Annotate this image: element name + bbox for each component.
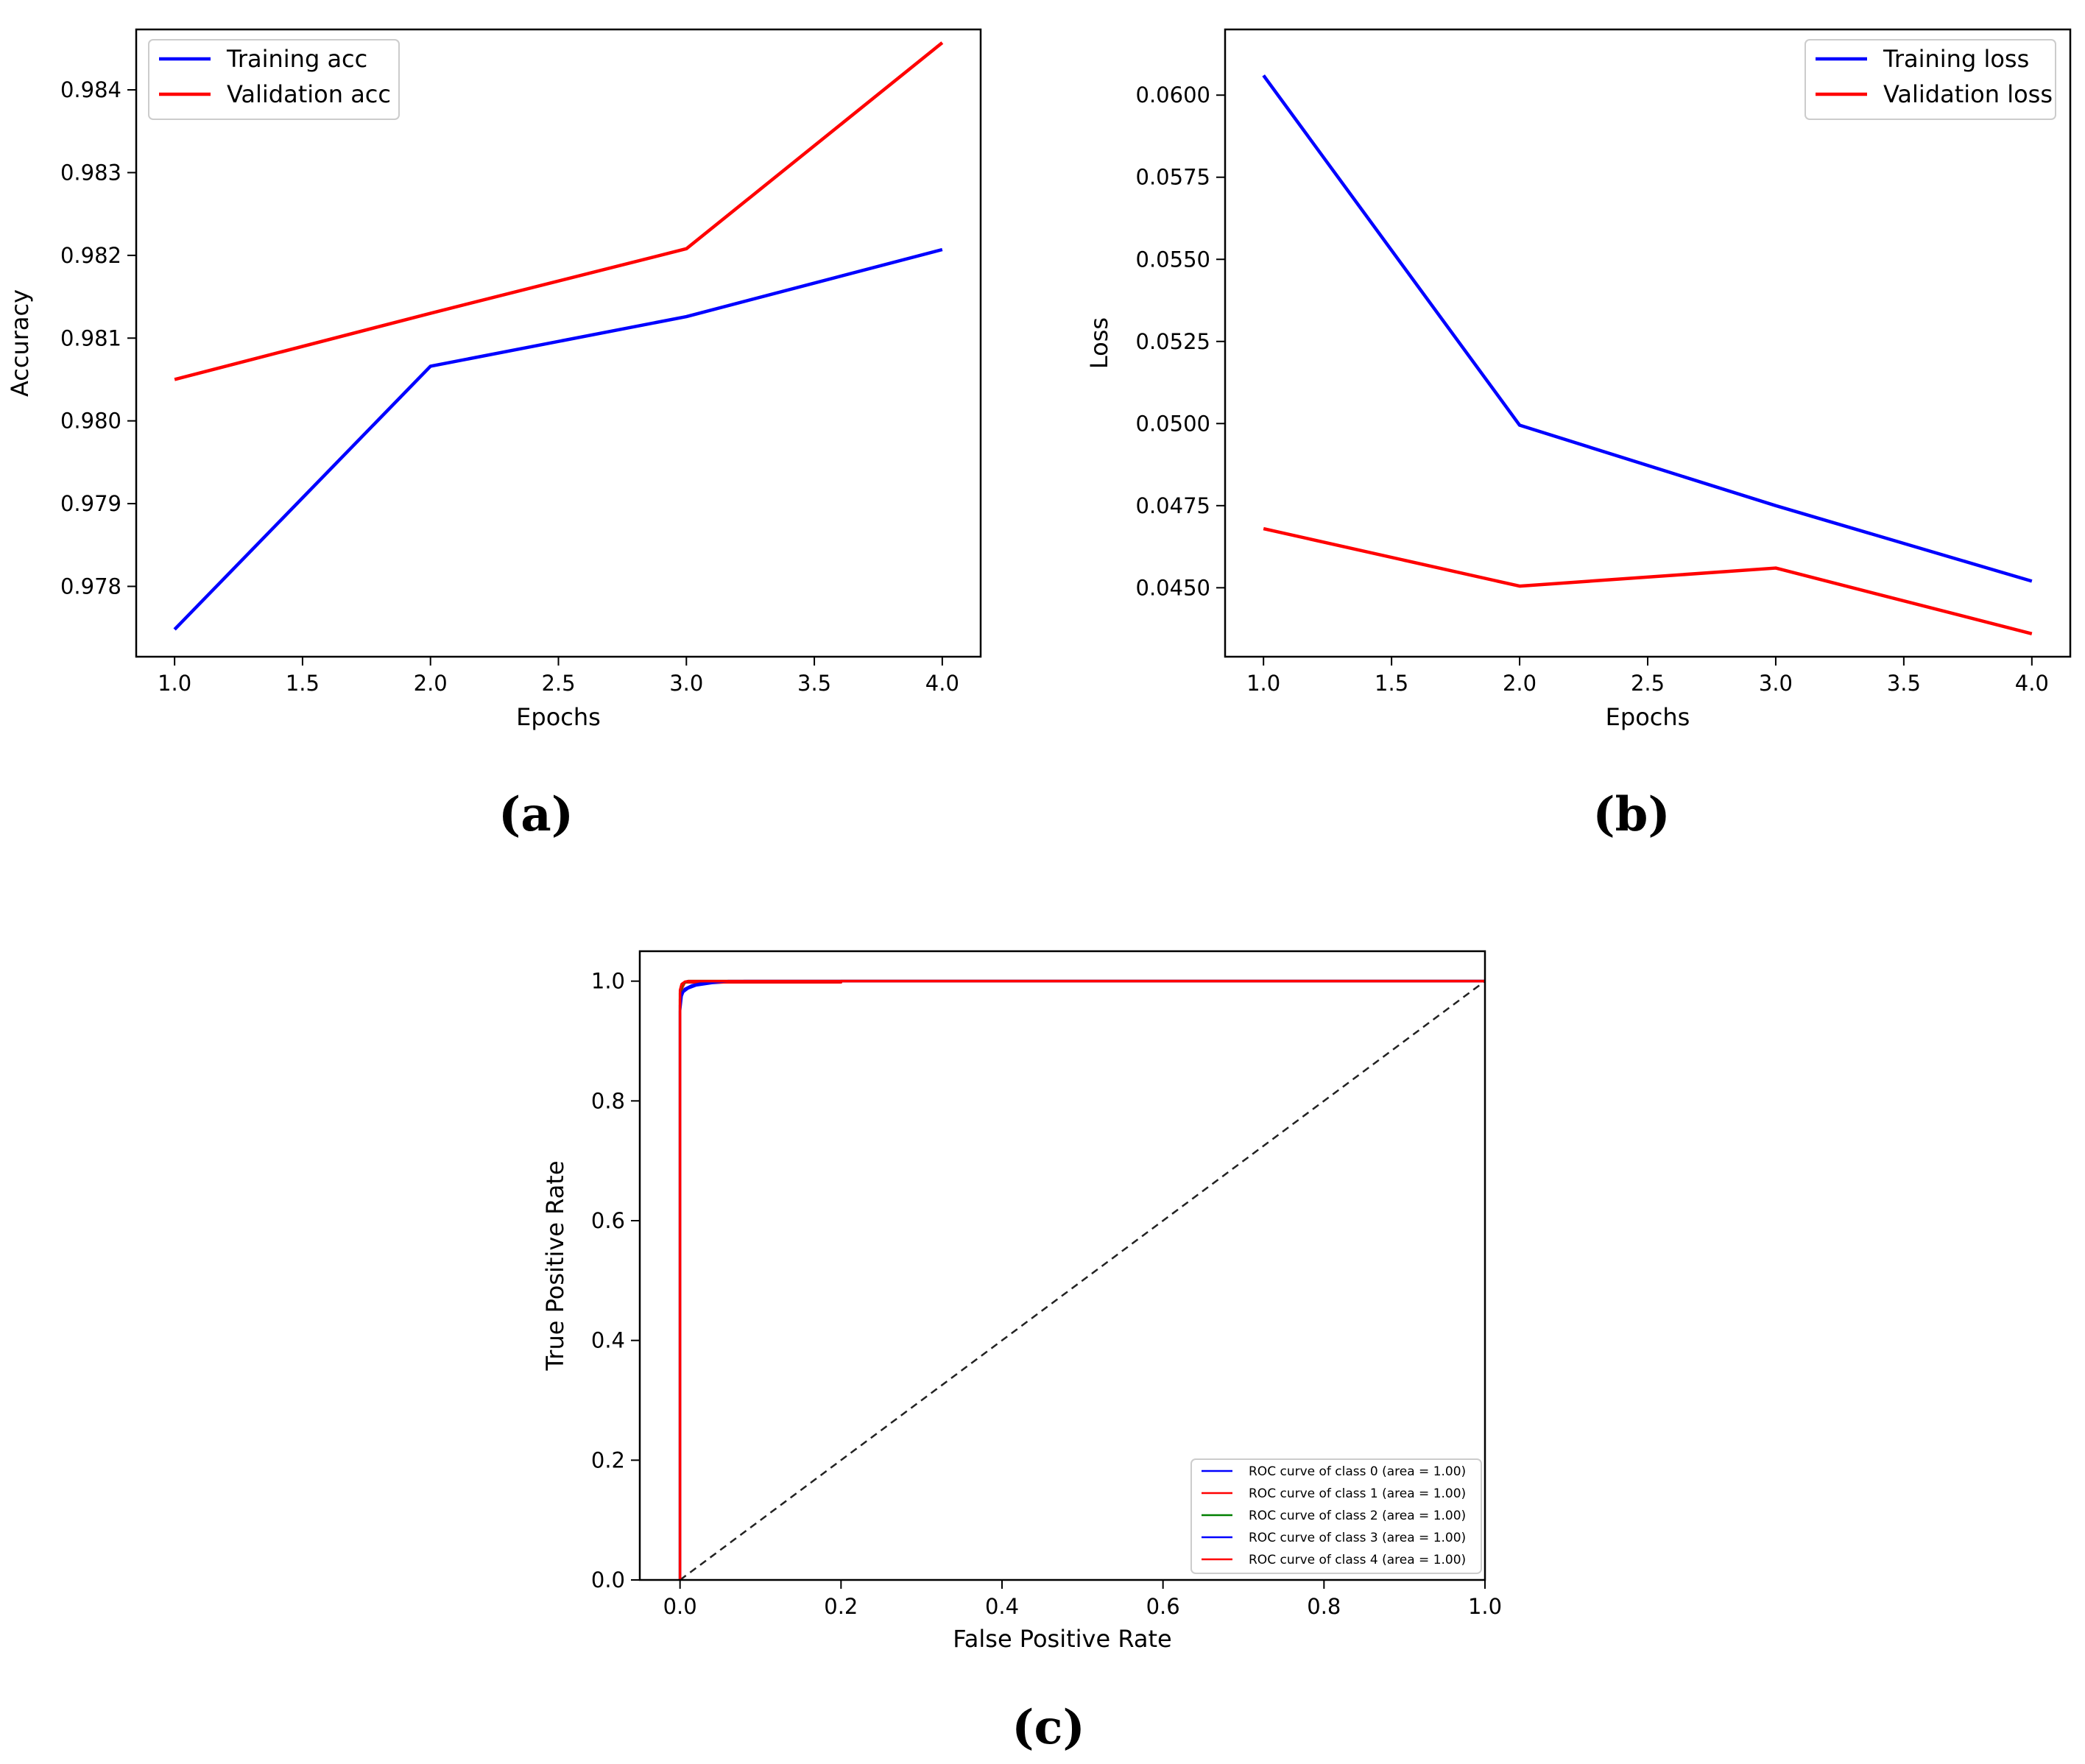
legend-entry: ROC curve of class 0 (area = 1.00) (1249, 1464, 1466, 1479)
chart-panel-1: 1.0 1.5 2.0 2.5 3.0 3.5 4.0 0.978 0.979 0.980 0.98… (6, 28, 982, 842)
x-tick-label: 3.0 (669, 671, 703, 696)
y-tick-label: 0.984 (60, 77, 121, 102)
y-tick-label: 0.4 (591, 1328, 625, 1353)
y-tick-label: 0.0600 (1136, 82, 1210, 107)
legend: Training loss Validation loss (1804, 39, 2056, 120)
y-tick-label: 0.0525 (1136, 329, 1210, 354)
y-tick-label: 0.978 (60, 574, 121, 599)
legend-entry: ROC curve of class 3 (area = 1.00) (1249, 1531, 1466, 1545)
series-line-5 (678, 979, 1485, 1580)
y-tick-label: 0.0 (591, 1567, 625, 1592)
chart-panel-2: 1.0 1.5 2.0 2.5 3.0 3.5 4.0 0.0450 0.0475 0.0500 0… (1085, 28, 2072, 842)
legend-entry: Validation acc (227, 80, 391, 108)
x-tick-label: 1.5 (286, 671, 320, 696)
y-tick-label: 0.982 (60, 243, 121, 268)
series-line-1 (173, 247, 943, 631)
x-axis-label: Epochs (1606, 703, 1690, 731)
panel-label: (a) (498, 787, 574, 842)
y-axis-label: Loss (1085, 317, 1113, 369)
y-tick-label: 1.0 (591, 969, 625, 994)
x-tick-label: 1.0 (1468, 1594, 1502, 1619)
x-tick-label: 4.0 (925, 671, 959, 696)
x-tick-label: 3.0 (1759, 671, 1793, 696)
y-tick-label: 0.0475 (1136, 493, 1210, 518)
axes-frame (638, 950, 1486, 1581)
legend-box (1190, 1458, 1482, 1574)
x-tick-label: 1.5 (1375, 671, 1408, 696)
x-tick-label: 0.6 (1146, 1594, 1180, 1619)
series-line-1 (1262, 74, 2033, 583)
x-tick-label: 2.5 (541, 671, 575, 696)
y-tick-label: 0.979 (60, 491, 121, 516)
x-tick-label: 0.2 (824, 1594, 858, 1619)
x-tick-label: 2.5 (1631, 671, 1665, 696)
legend-entry: ROC curve of class 1 (area = 1.00) (1249, 1486, 1466, 1501)
axes-frame (1224, 28, 2072, 658)
x-tick-label: 3.5 (1887, 671, 1921, 696)
legend-box (1804, 39, 2056, 120)
chart-panel-3: 0.0 0.2 0.4 0.6 0.8 1.0 0.0 0.2 0.4 0.6 0.8 1.0 Fals… (541, 950, 1502, 1755)
legend: ROC curve of class 0 (area = 1.00) ROC cu… (1190, 1458, 1482, 1574)
series-line-2 (174, 41, 944, 381)
axes-frame (135, 28, 982, 658)
y-tick-label: 0.981 (60, 325, 121, 350)
y-axis-label: Accuracy (6, 289, 34, 397)
y-tick-label: 0.6 (591, 1208, 625, 1233)
legend-entry: Training loss (1883, 45, 2029, 73)
x-tick-label: 1.0 (1246, 671, 1280, 696)
legend: Training acc Validation acc (148, 39, 400, 120)
panel-label: (c) (1012, 1700, 1085, 1755)
y-tick-label: 0.983 (60, 160, 121, 185)
x-tick-label: 2.0 (414, 671, 448, 696)
legend-entry: ROC curve of class 4 (area = 1.00) (1249, 1553, 1466, 1567)
y-tick-label: 0.0450 (1136, 575, 1210, 600)
diagonal-reference-line (679, 980, 1485, 1580)
x-tick-label: 2.0 (1503, 671, 1537, 696)
legend-entry: Validation loss (1883, 80, 2053, 108)
y-tick-label: 0.0575 (1136, 165, 1210, 190)
x-tick-label: 0.4 (985, 1594, 1019, 1619)
y-tick-label: 0.2 (591, 1447, 625, 1472)
series-line-2 (1263, 526, 2033, 635)
panel-label: (b) (1592, 787, 1670, 842)
x-tick-label: 1.0 (158, 671, 191, 696)
x-tick-label: 4.0 (2015, 671, 2049, 696)
y-axis-label: True Positive Rate (541, 1160, 569, 1371)
legend-entry: Training acc (226, 45, 367, 73)
y-tick-label: 0.0550 (1136, 247, 1210, 272)
x-axis-label: Epochs (516, 703, 601, 731)
legend-box (148, 39, 400, 120)
x-tick-label: 3.5 (797, 671, 831, 696)
x-tick-label: 0.8 (1307, 1594, 1341, 1619)
legend-entry: ROC curve of class 2 (area = 1.00) (1249, 1509, 1466, 1523)
y-tick-label: 0.0500 (1136, 411, 1210, 436)
y-tick-label: 0.980 (60, 409, 121, 434)
x-axis-label: False Positive Rate (953, 1625, 1171, 1653)
y-tick-label: 0.8 (591, 1088, 625, 1113)
x-tick-label: 0.0 (663, 1594, 697, 1619)
